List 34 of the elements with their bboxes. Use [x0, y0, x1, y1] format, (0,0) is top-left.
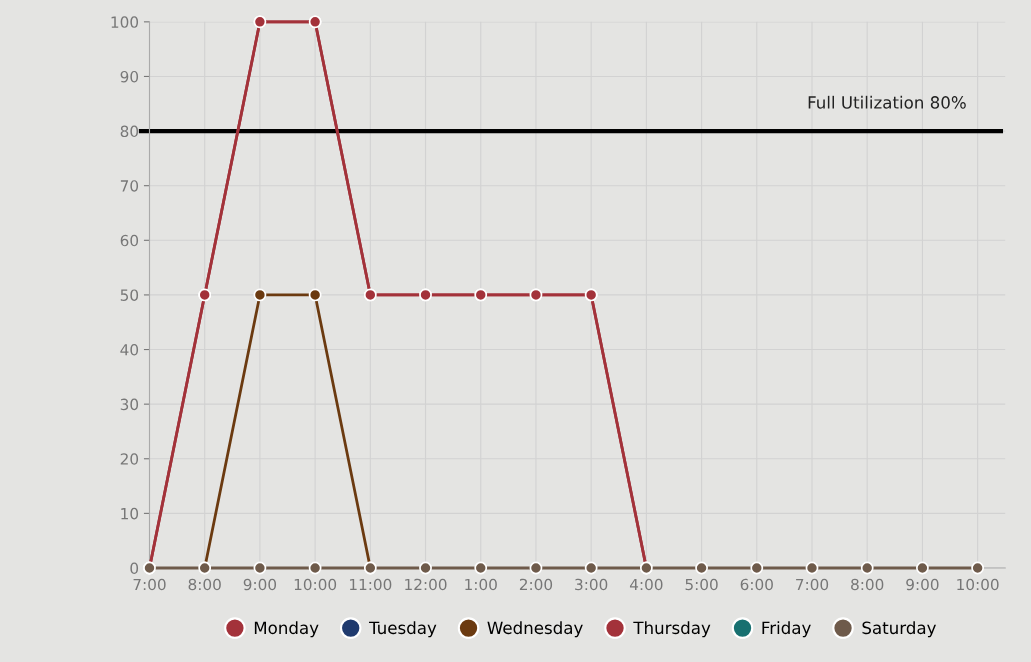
- legend-label: Monday: [254, 621, 319, 638]
- x-tick-label: 2:00: [519, 578, 553, 591]
- x-tick-label: 6:00: [740, 578, 773, 591]
- y-tick-label: 90: [120, 70, 139, 83]
- y-tick-label: 100: [111, 16, 139, 28]
- x-tick-label: 11:00: [349, 578, 392, 591]
- y-tick-label: 80: [120, 125, 139, 138]
- x-tick-label: 4:00: [629, 578, 663, 591]
- legend-label: Friday: [762, 621, 811, 638]
- x-tick-label: 7:00: [796, 578, 829, 591]
- x-tick-label: 12:00: [405, 578, 447, 591]
- y-tick-label: 60: [120, 234, 139, 247]
- x-tick-label: 3:00: [575, 578, 608, 591]
- y-tick-label: 20: [120, 453, 139, 465]
- x-tick-label: 9:00: [906, 578, 939, 591]
- x-tick-label: 7:00: [133, 578, 166, 591]
- y-tick-label: 40: [120, 344, 139, 356]
- y-tick-label: 0: [130, 562, 139, 575]
- x-tick-label: 9:00: [243, 578, 277, 591]
- y-tick-label: 70: [120, 180, 139, 192]
- legend-label: Thursday: [633, 621, 711, 638]
- legend-label: Saturday: [862, 621, 936, 638]
- x-tick-label: 8:00: [851, 578, 884, 591]
- legend-label: Tuesday: [368, 621, 437, 638]
- x-tick-label: 1:00: [465, 578, 497, 591]
- x-tick-label: 5:00: [685, 578, 718, 591]
- x-tick-label: 10:00: [957, 578, 999, 591]
- y-tick-label: 30: [120, 398, 139, 411]
- legend-label: Wednesday: [487, 621, 583, 638]
- y-tick-label: 50: [120, 289, 139, 301]
- x-tick-label: 10:00: [294, 578, 337, 591]
- ref-line-label: Full Utilization 80%: [808, 95, 966, 109]
- x-tick-label: 8:00: [188, 578, 221, 591]
- y-tick-label: 10: [121, 507, 139, 520]
